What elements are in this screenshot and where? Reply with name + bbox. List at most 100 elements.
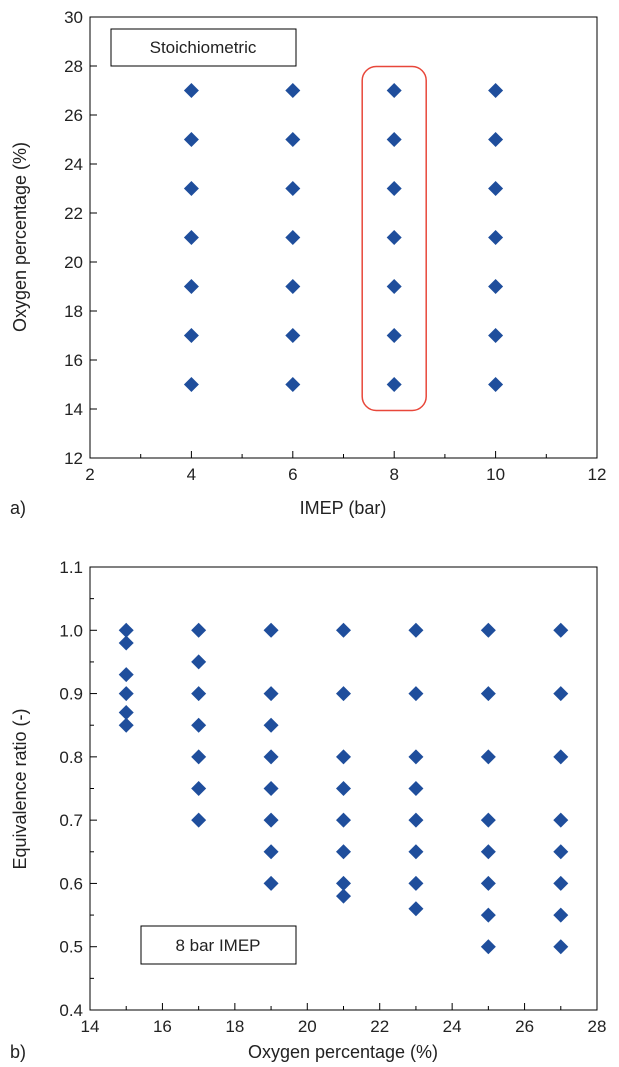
x-tick-label: 14 [81, 1017, 100, 1036]
data-point-diamond [183, 230, 199, 245]
y-tick-label: 16 [64, 351, 83, 370]
data-point-diamond [553, 622, 569, 638]
x-tick-label: 24 [443, 1017, 462, 1036]
y-tick-label: 0.9 [59, 685, 83, 704]
data-point-diamond [285, 377, 301, 392]
data-point-diamond [336, 888, 351, 904]
x-tick-label: 4 [187, 465, 196, 484]
data-point-diamond [386, 377, 402, 392]
data-point-diamond [285, 328, 301, 343]
data-point-diamond [336, 781, 351, 796]
data-point-diamond [183, 83, 199, 98]
y-tick-label: 1.0 [59, 621, 83, 640]
annotation-box-a [110, 28, 297, 67]
data-point-diamond [553, 749, 569, 765]
chart-panel-b: 14 16 18 20 22 24 26 28 0.4 0.5 0.6 0.7 0.8 0.9 1.0 1.… [10, 558, 606, 1062]
data-point-diamond [386, 181, 402, 196]
data-point-diamond [336, 875, 351, 891]
data-point-diamond [480, 686, 496, 702]
data-point-diamond [553, 686, 569, 702]
y-tick-label: 24 [64, 155, 83, 174]
data-point-diamond [118, 622, 134, 638]
data-point-diamond [408, 875, 424, 891]
data-point-diamond [183, 279, 199, 294]
annotation-text-a: Stoichiometric [150, 38, 257, 57]
y-tick-label: 0.7 [59, 811, 83, 830]
data-point-diamond [553, 844, 569, 860]
data-point-diamond [488, 230, 504, 245]
data-point-diamond [480, 907, 496, 923]
data-point-diamond [386, 279, 402, 294]
x-axis-title-a: IMEP (bar) [300, 498, 387, 518]
y-tick-label: 22 [64, 204, 83, 223]
data-point-diamond [263, 812, 279, 828]
x-tick-label: 18 [225, 1017, 244, 1036]
x-tick-label: 28 [588, 1017, 607, 1036]
data-point-diamond [263, 749, 279, 765]
y-tick-label: 0.6 [59, 874, 83, 893]
highlight-outline [361, 65, 427, 412]
data-point-diamond [118, 717, 134, 733]
data-point-diamond [118, 686, 134, 702]
data-point-diamond [408, 844, 424, 860]
data-point-diamond [408, 749, 424, 765]
data-point-diamond [336, 812, 351, 828]
data-point-diamond [408, 812, 424, 828]
data-point-diamond [553, 875, 569, 891]
data-point-diamond [488, 279, 504, 294]
data-point-diamond [191, 717, 207, 733]
data-point-diamond [488, 181, 504, 196]
x-tick-label: 26 [515, 1017, 534, 1036]
data-point-diamond [285, 181, 301, 196]
data-point-diamond [386, 328, 402, 343]
data-point-diamond [183, 328, 199, 343]
y-ticks-a: 12 14 16 18 20 22 24 26 28 30 [64, 8, 97, 468]
data-point-diamond [191, 686, 207, 702]
data-point-diamond [118, 705, 134, 721]
data-point-diamond [408, 781, 424, 796]
data-point-diamond [118, 667, 134, 683]
data-point-diamond [191, 654, 207, 670]
y-tick-label: 0.4 [59, 1001, 83, 1020]
highlight-layer-a [361, 65, 427, 412]
data-point-diamond [336, 749, 351, 765]
data-point-diamond [386, 83, 402, 98]
data-point-diamond [408, 901, 424, 917]
y-axis-title-a: Oxygen percentage (%) [10, 142, 30, 332]
panel-label-b: b) [10, 1042, 26, 1062]
data-point-diamond [183, 181, 199, 196]
data-point-diamond [488, 83, 504, 98]
y-tick-label: 18 [64, 302, 83, 321]
data-point-diamond [263, 686, 279, 702]
data-point-diamond [553, 812, 569, 828]
x-tick-label: 22 [370, 1017, 389, 1036]
data-point-diamond [285, 132, 301, 147]
x-ticks-b: 14 16 18 20 22 24 26 28 [81, 1003, 607, 1036]
data-point-diamond [408, 622, 424, 638]
data-point-diamond [488, 132, 504, 147]
y-axis-title-b: Equivalence ratio (-) [10, 708, 30, 869]
data-point-diamond [553, 907, 569, 923]
data-point-diamond [336, 622, 351, 638]
x-tick-label: 8 [389, 465, 398, 484]
annotation-box-b [140, 925, 297, 965]
x-tick-label: 12 [588, 465, 607, 484]
x-tick-label: 10 [486, 465, 505, 484]
y-tick-label: 20 [64, 253, 83, 272]
data-point-diamond [336, 844, 351, 860]
data-point-diamond [183, 377, 199, 392]
data-point-diamond [263, 781, 279, 796]
data-point-diamond [118, 635, 134, 651]
data-point-diamond [408, 686, 424, 702]
panel-label-a: a) [10, 498, 26, 518]
data-point-diamond [183, 132, 199, 147]
y-tick-label: 0.8 [59, 748, 83, 767]
data-point-diamond [263, 844, 279, 860]
data-point-diamond [480, 622, 496, 638]
x-tick-label: 2 [85, 465, 94, 484]
data-point-diamond [386, 132, 402, 147]
data-point-diamond [488, 328, 504, 343]
data-point-diamond [263, 875, 279, 891]
